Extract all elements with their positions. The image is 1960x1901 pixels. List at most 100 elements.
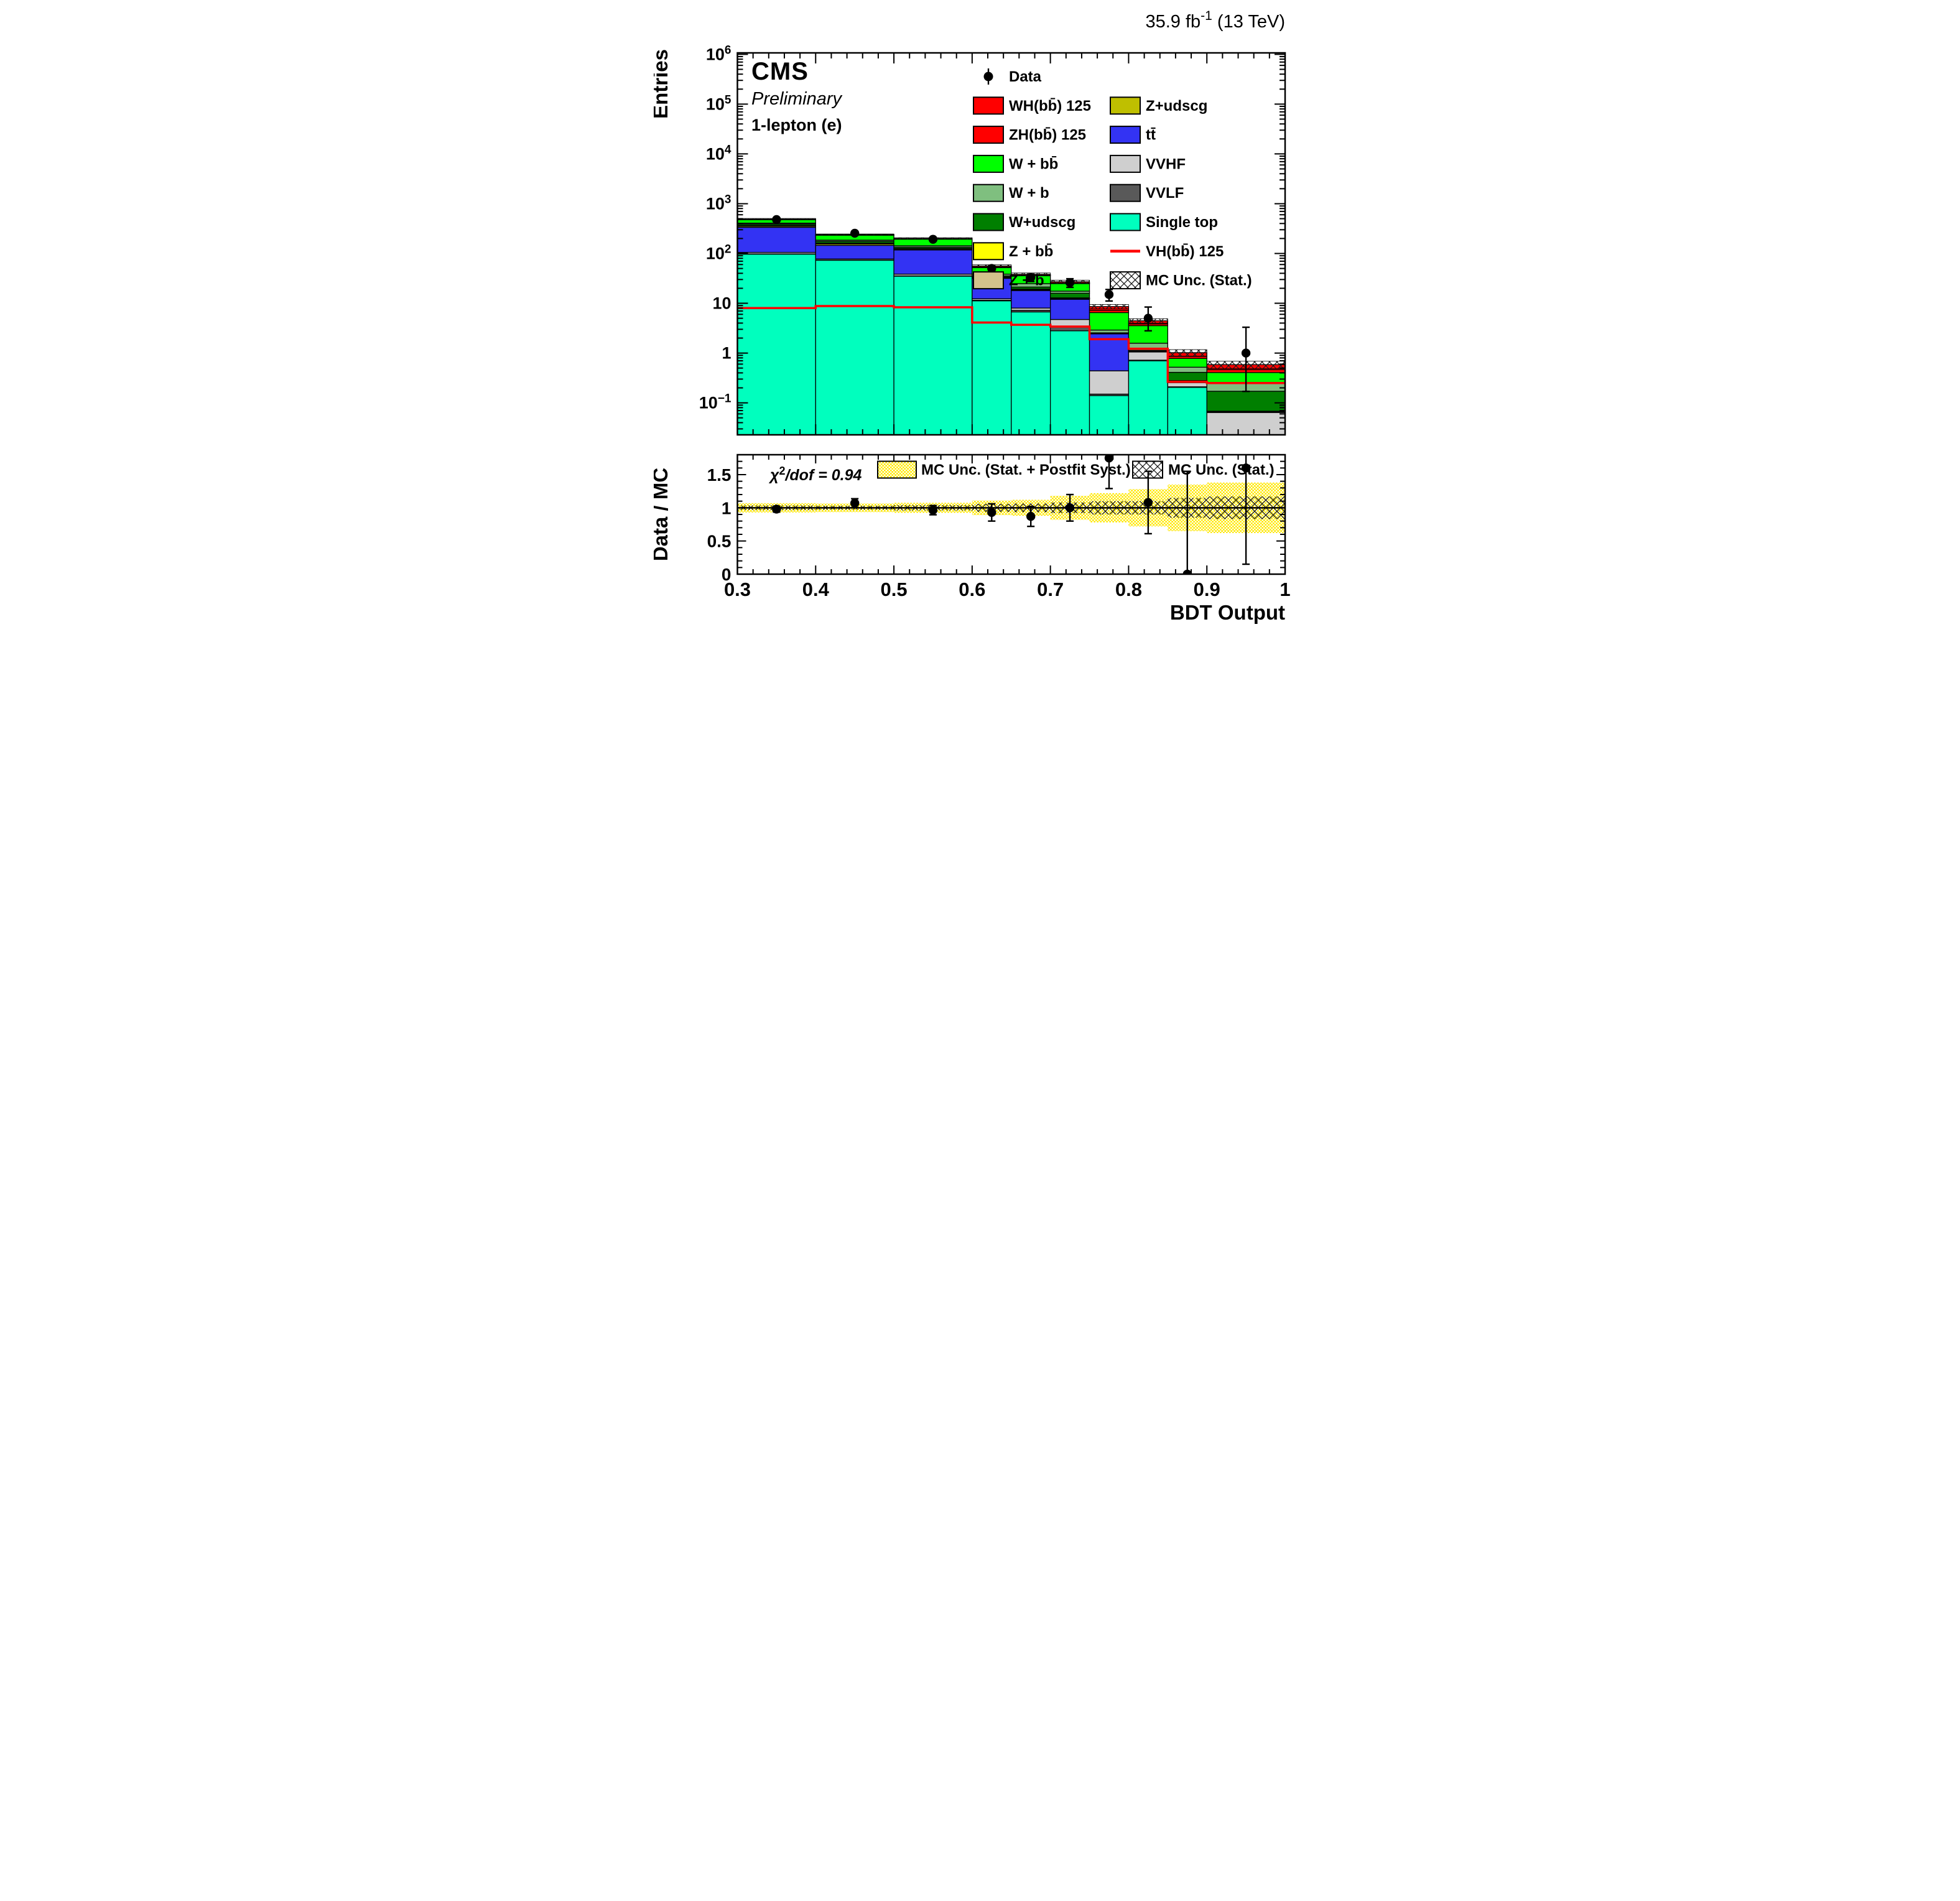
legend-label: MC Unc. (Stat. + Postfit Syst.) <box>921 462 1131 478</box>
stack-segment-Wudscg <box>1049 292 1090 299</box>
y-tick-label: 105 <box>705 93 731 113</box>
legend-label: VVLF <box>1146 185 1184 202</box>
ratio-panel-axes: 0 0.5 1 1.5 0.3 0.4 0.5 0.6 0.7 0.8 0.9 1 <box>707 455 1290 600</box>
stack-segment-Wudscg <box>1206 391 1285 412</box>
ratio-data-point <box>928 505 937 515</box>
stack-segment-tt <box>737 226 816 253</box>
x-tick-label: 0.7 <box>1037 579 1064 600</box>
legend-hatch-swatch <box>1131 460 1163 479</box>
stack-segment-VVHF <box>1206 412 1285 435</box>
legend-swatch <box>972 242 1004 261</box>
y-tick-label: 103 <box>705 193 731 213</box>
x-tick-label: 0.6 <box>959 579 985 600</box>
stack-segment-Singletop <box>1167 387 1207 435</box>
ratio-data-point <box>1182 569 1192 574</box>
legend-swatch <box>972 271 1004 290</box>
y-tick-label: 1 <box>722 344 731 363</box>
stack-segment-Wb <box>1167 366 1207 373</box>
mc-uncertainty-band <box>1089 304 1129 309</box>
ratio-data-point <box>771 504 781 514</box>
legend-hatch-swatch <box>1109 271 1141 290</box>
stack-segment-tt <box>815 244 894 260</box>
stack-segment-tt <box>1049 299 1090 320</box>
legend-label: Z+udscg <box>1146 98 1207 114</box>
legend-data-marker <box>983 72 993 81</box>
x-tick-label: 0.9 <box>1193 579 1220 600</box>
x-axis-title: BDT Output <box>1169 601 1284 624</box>
legend-label: Single top <box>1146 214 1218 231</box>
ratio-y-axis-title: Data / MC <box>654 468 672 561</box>
legend-yellowband-swatch <box>876 460 917 479</box>
chi2-label: χ2/dof = 0.94 <box>768 465 862 484</box>
legend-swatch <box>1109 126 1141 144</box>
data-point <box>850 228 859 238</box>
luminosity-label: 35.9 fb-1 (13 TeV) <box>1145 9 1285 32</box>
stack-segment-Wb <box>1089 329 1129 333</box>
ratio-y-tick-label: 1.5 <box>707 465 731 485</box>
signal-line <box>737 305 1285 384</box>
legend-swatch <box>1109 213 1141 231</box>
mc-uncertainty-band <box>1167 349 1207 356</box>
y-tick-label: 102 <box>705 243 731 263</box>
ratio-data-point <box>1241 463 1250 473</box>
legend-swatch <box>1109 154 1141 173</box>
data-point <box>1065 278 1074 287</box>
legend-label: MC Unc. (Stat.) <box>1168 462 1275 478</box>
legend-label: MC Unc. (Stat.) <box>1146 272 1252 289</box>
channel-label: 1-lepton (e) <box>751 116 842 134</box>
ratio-y-tick-label: 1 <box>721 498 731 518</box>
main-panel-axes: 10−1 1 10 102 103 104 105 106 <box>699 44 1286 435</box>
y-tick-label: 106 <box>705 44 731 63</box>
legend-label: tt̄ <box>1146 127 1156 144</box>
x-tick-label: 0.3 <box>723 579 750 600</box>
legend-label: ZH(bb̄) 125 <box>1009 127 1086 144</box>
legend-swatch <box>972 184 1004 202</box>
stack-segment-Singletop <box>1128 360 1168 435</box>
legend-label: W + b <box>1009 185 1049 202</box>
stack-segment-Singletop <box>815 259 894 435</box>
y-tick-label: 104 <box>705 143 731 163</box>
legend-label: Data <box>1009 68 1042 85</box>
legend-label: W+udscg <box>1009 214 1075 231</box>
data-point <box>987 264 996 273</box>
legend-swatch <box>972 126 1004 144</box>
stack-segment-tt <box>1010 290 1051 309</box>
stack-segment-VVHF <box>1089 370 1129 395</box>
stack-segment-Singletop <box>1049 330 1090 435</box>
stack-segment-Wbb <box>1167 358 1207 368</box>
stack-segment-Singletop <box>893 276 973 435</box>
ratio-panel-frame <box>736 453 1286 575</box>
stack-segment-Singletop <box>971 300 1011 435</box>
x-tick-label: 0.5 <box>880 579 907 600</box>
data-point <box>1104 290 1113 299</box>
y-tick-label: 10 <box>712 294 731 313</box>
data-point <box>771 215 781 225</box>
experiment-label: CMS <box>751 58 809 85</box>
legend-swatch <box>972 213 1004 231</box>
stack-segment-Singletop <box>737 253 816 435</box>
stack-segment-Singletop <box>1010 311 1051 435</box>
stack-segment-tt <box>893 249 973 275</box>
main-panel-frame <box>736 52 1286 436</box>
data-point <box>1026 272 1035 282</box>
ratio-y-tick-label: 0.5 <box>707 532 731 551</box>
y-axis-title: Entries <box>654 49 672 119</box>
legend-label: W + bb̄ <box>1009 156 1058 172</box>
legend-swatch <box>972 154 1004 173</box>
x-tick-label: 0.4 <box>802 579 829 600</box>
ratio-panel-content <box>737 455 1285 574</box>
data-point <box>1143 314 1153 323</box>
data-point <box>1241 348 1250 358</box>
legend-swatch <box>1109 184 1141 202</box>
legend-label: Z + b <box>1009 272 1044 289</box>
stack-segment-Wbb <box>1089 312 1129 331</box>
stack-segment-VVHF <box>1128 351 1168 361</box>
legend-label: Z + bb̄ <box>1009 243 1053 260</box>
ratio-y-tick-label: 0 <box>721 565 731 584</box>
ratio-data-point <box>1143 498 1153 507</box>
data-point <box>928 235 937 244</box>
legend-label: VVHF <box>1146 156 1186 172</box>
status-label: Preliminary <box>751 89 843 109</box>
x-tick-label: 1 <box>1280 579 1290 600</box>
stack-segment-Wudscg <box>1167 371 1207 381</box>
